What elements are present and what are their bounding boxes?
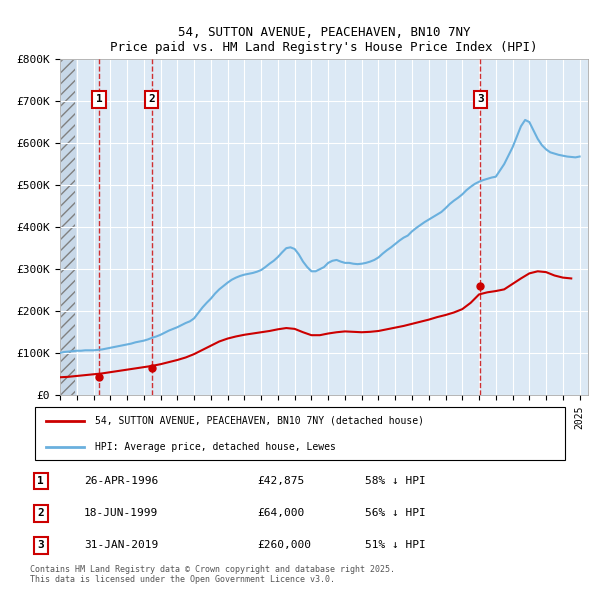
- Text: 3: 3: [37, 540, 44, 550]
- Text: £260,000: £260,000: [257, 540, 311, 550]
- Text: 31-JAN-2019: 31-JAN-2019: [84, 540, 158, 550]
- Text: 26-APR-1996: 26-APR-1996: [84, 476, 158, 486]
- Text: 56% ↓ HPI: 56% ↓ HPI: [365, 508, 425, 518]
- Text: 18-JUN-1999: 18-JUN-1999: [84, 508, 158, 518]
- Text: £42,875: £42,875: [257, 476, 304, 486]
- Text: 1: 1: [95, 94, 102, 104]
- Text: 3: 3: [477, 94, 484, 104]
- Text: 2: 2: [148, 94, 155, 104]
- FancyBboxPatch shape: [35, 407, 565, 460]
- Text: 58% ↓ HPI: 58% ↓ HPI: [365, 476, 425, 486]
- Text: HPI: Average price, detached house, Lewes: HPI: Average price, detached house, Lewe…: [95, 442, 335, 451]
- Text: 54, SUTTON AVENUE, PEACEHAVEN, BN10 7NY (detached house): 54, SUTTON AVENUE, PEACEHAVEN, BN10 7NY …: [95, 416, 424, 425]
- Bar: [60, 59, 75, 395]
- Text: 1: 1: [37, 476, 44, 486]
- Bar: [60, 59, 75, 395]
- Title: 54, SUTTON AVENUE, PEACEHAVEN, BN10 7NY
Price paid vs. HM Land Registry's House : 54, SUTTON AVENUE, PEACEHAVEN, BN10 7NY …: [110, 26, 538, 54]
- Text: £64,000: £64,000: [257, 508, 304, 518]
- Text: Contains HM Land Registry data © Crown copyright and database right 2025.
This d: Contains HM Land Registry data © Crown c…: [30, 565, 395, 584]
- Text: 2: 2: [37, 508, 44, 518]
- Text: 51% ↓ HPI: 51% ↓ HPI: [365, 540, 425, 550]
